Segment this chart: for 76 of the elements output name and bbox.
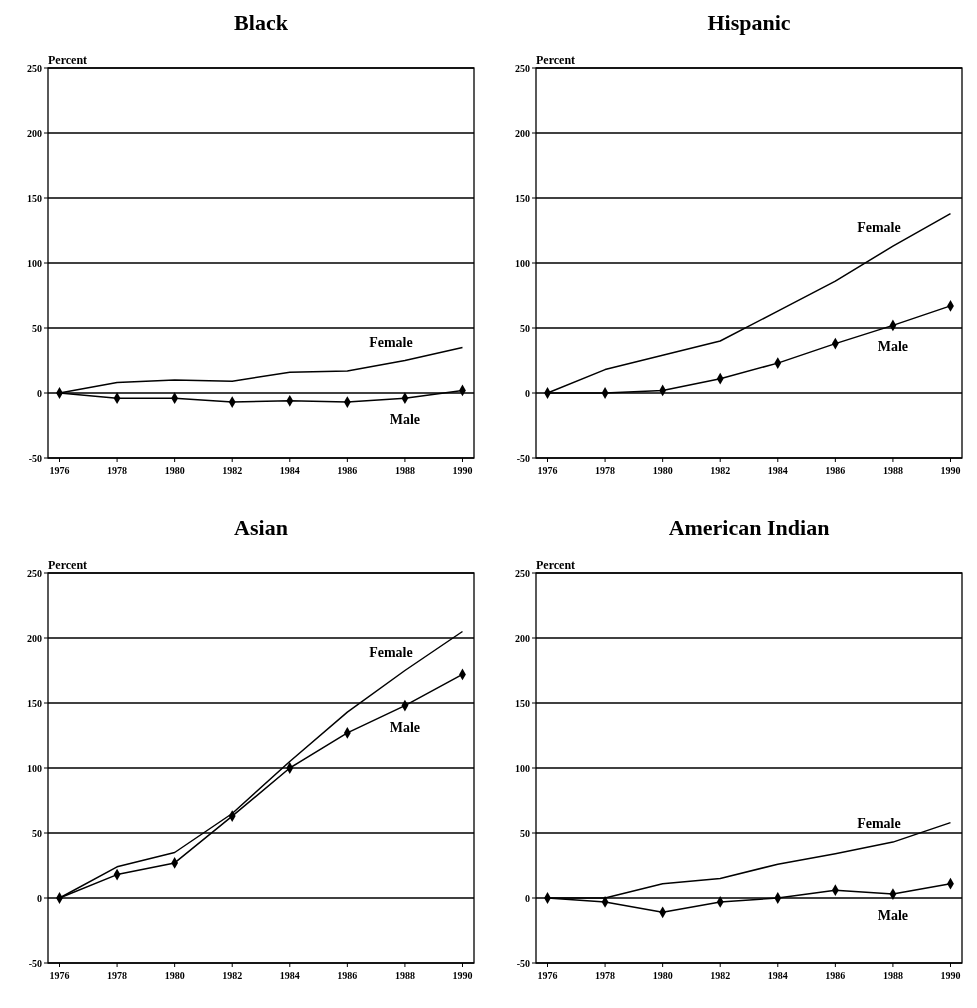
x-tick-label: 1988: [394, 465, 415, 476]
x-tick-label: 1984: [279, 970, 300, 981]
x-tick-label: 1990: [452, 465, 473, 476]
y-tick-label: -50: [516, 957, 530, 969]
x-tick-label: 1988: [394, 970, 415, 981]
x-tick-label: 1982: [222, 465, 243, 476]
y-tick-label: 250: [515, 567, 530, 579]
x-tick-label: 1976: [49, 465, 70, 476]
y-tick-label: 50: [520, 827, 530, 839]
x-tick-label: 1976: [49, 970, 70, 981]
y-tick-label: 250: [27, 62, 42, 74]
x-tick-label: 1984: [767, 970, 788, 981]
y-axis-title: Percent: [536, 558, 576, 572]
y-tick-label: 100: [515, 257, 530, 269]
y-tick-label: 150: [515, 192, 530, 204]
y-tick-label: -50: [516, 452, 530, 464]
y-tick-label: 150: [27, 192, 42, 204]
y-tick-label: 0: [525, 892, 530, 904]
series-label: Female: [857, 220, 901, 236]
y-tick-label: -50: [28, 957, 42, 969]
y-tick-label: 50: [32, 322, 42, 334]
x-tick-label: 1982: [222, 970, 243, 981]
series-label: Male: [877, 339, 909, 355]
y-tick-label: 250: [515, 62, 530, 74]
x-tick-label: 1986: [825, 465, 846, 476]
y-tick-label: 200: [27, 127, 42, 139]
y-tick-label: 200: [515, 127, 530, 139]
x-tick-label: 1978: [595, 465, 616, 476]
x-tick-label: 1978: [107, 970, 128, 981]
y-tick-label: -50: [28, 452, 42, 464]
x-tick-label: 1984: [279, 465, 300, 476]
series-label: Female: [369, 644, 413, 660]
series-label: Male: [389, 412, 421, 428]
y-tick-label: 0: [525, 387, 530, 399]
x-tick-label: 1986: [825, 970, 846, 981]
x-tick-label: 1982: [710, 465, 731, 476]
x-tick-label: 1978: [107, 465, 128, 476]
chart-title: Hispanic: [707, 10, 791, 35]
x-tick-label: 1984: [767, 465, 788, 476]
x-tick-label: 1976: [537, 465, 558, 476]
y-tick-label: 0: [37, 892, 42, 904]
x-tick-label: 1980: [164, 970, 185, 981]
y-tick-label: 100: [515, 762, 530, 774]
y-axis-title: Percent: [48, 53, 88, 67]
chart-title: American Indian: [668, 515, 830, 540]
x-tick-label: 1980: [652, 970, 673, 981]
x-tick-label: 1986: [337, 970, 358, 981]
x-tick-label: 1982: [710, 970, 731, 981]
y-tick-label: 100: [27, 762, 42, 774]
chart-title: Asian: [234, 515, 288, 540]
x-tick-label: 1990: [452, 970, 473, 981]
x-tick-label: 1990: [940, 970, 961, 981]
x-tick-label: 1978: [595, 970, 616, 981]
chart-title: Black: [234, 10, 289, 35]
series-label: Female: [369, 334, 413, 350]
y-tick-label: 200: [515, 632, 530, 644]
x-tick-label: 1986: [337, 465, 358, 476]
series-label: Male: [389, 719, 421, 735]
y-tick-label: 50: [520, 322, 530, 334]
x-tick-label: 1980: [652, 465, 673, 476]
y-tick-label: 50: [32, 827, 42, 839]
x-tick-label: 1976: [537, 970, 558, 981]
y-tick-label: 0: [37, 387, 42, 399]
y-tick-label: 150: [27, 697, 42, 709]
y-tick-label: 250: [27, 567, 42, 579]
y-tick-label: 100: [27, 257, 42, 269]
series-label: Female: [857, 816, 901, 832]
series-label: Male: [877, 908, 909, 924]
x-tick-label: 1990: [940, 465, 961, 476]
x-tick-label: 1988: [882, 970, 903, 981]
x-tick-label: 1980: [164, 465, 185, 476]
y-tick-label: 150: [515, 697, 530, 709]
y-tick-label: 200: [27, 632, 42, 644]
y-axis-title: Percent: [536, 53, 576, 67]
x-tick-label: 1988: [882, 465, 903, 476]
y-axis-title: Percent: [48, 558, 88, 572]
